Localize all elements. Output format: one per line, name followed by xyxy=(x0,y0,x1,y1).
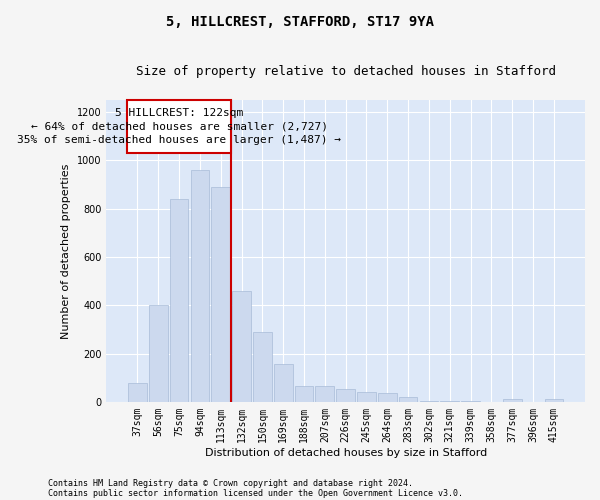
Bar xyxy=(211,187,230,402)
X-axis label: Distribution of detached houses by size in Stafford: Distribution of detached houses by size … xyxy=(205,448,487,458)
Bar xyxy=(274,364,293,402)
Bar xyxy=(378,394,397,402)
Text: Contains public sector information licensed under the Open Government Licence v3: Contains public sector information licen… xyxy=(48,488,463,498)
Bar xyxy=(191,170,209,402)
Bar xyxy=(170,199,188,402)
Y-axis label: Number of detached properties: Number of detached properties xyxy=(61,163,71,338)
Bar xyxy=(295,386,313,402)
Bar xyxy=(253,332,272,402)
Bar xyxy=(127,100,231,153)
Bar xyxy=(440,400,459,402)
Bar xyxy=(336,388,355,402)
Bar xyxy=(232,291,251,402)
Bar xyxy=(316,386,334,402)
Bar xyxy=(503,400,521,402)
Bar xyxy=(149,305,167,402)
Bar xyxy=(399,397,418,402)
Text: 5, HILLCREST, STAFFORD, ST17 9YA: 5, HILLCREST, STAFFORD, ST17 9YA xyxy=(166,15,434,29)
Bar xyxy=(419,400,439,402)
Bar xyxy=(357,392,376,402)
Bar xyxy=(545,400,563,402)
Text: Contains HM Land Registry data © Crown copyright and database right 2024.: Contains HM Land Registry data © Crown c… xyxy=(48,478,413,488)
Bar xyxy=(128,382,147,402)
Title: Size of property relative to detached houses in Stafford: Size of property relative to detached ho… xyxy=(136,65,556,78)
Bar xyxy=(461,400,480,402)
Text: 5 HILLCREST: 122sqm
← 64% of detached houses are smaller (2,727)
35% of semi-det: 5 HILLCREST: 122sqm ← 64% of detached ho… xyxy=(17,108,341,145)
